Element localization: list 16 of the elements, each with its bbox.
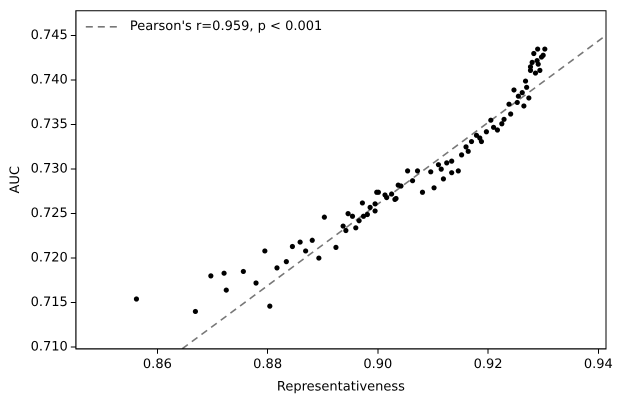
- x-tick-label: 0.88: [253, 356, 282, 372]
- y-tick-label: 0.710: [30, 339, 68, 354]
- x-axis-title: Representativeness: [276, 380, 406, 395]
- y-tick-label: 0.720: [30, 250, 68, 266]
- x-tick-label: 0.94: [584, 356, 613, 372]
- y-tick-label: 0.740: [30, 72, 68, 88]
- y-tick-label: 0.725: [30, 206, 68, 221]
- x-tick-label: 0.90: [363, 356, 392, 372]
- y-tick-label: 0.745: [30, 28, 68, 44]
- y-tick-label: 0.730: [30, 162, 68, 176]
- y-tick-label: 0.735: [30, 117, 68, 132]
- y-tick-label: 0.715: [30, 294, 68, 310]
- x-tick-label: 0.92: [474, 356, 503, 372]
- x-tick-label: 0.86: [142, 356, 172, 372]
- legend-label: Pearson's r=0.959, p < 0.001: [130, 19, 322, 34]
- y-axis-title: AUC: [8, 166, 24, 194]
